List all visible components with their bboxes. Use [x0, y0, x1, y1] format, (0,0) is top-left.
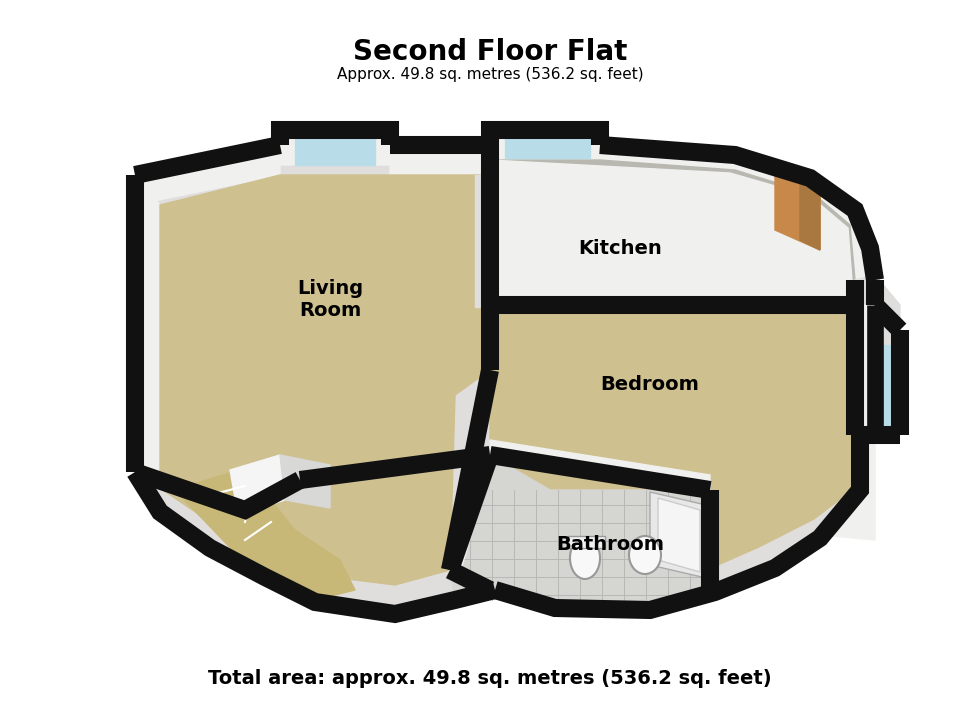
Polygon shape — [800, 178, 820, 250]
Polygon shape — [820, 305, 875, 540]
Polygon shape — [855, 275, 900, 435]
Text: Kitchen: Kitchen — [578, 239, 662, 258]
Polygon shape — [710, 490, 855, 590]
Polygon shape — [490, 440, 710, 490]
Polygon shape — [295, 130, 375, 165]
Polygon shape — [650, 492, 706, 578]
Polygon shape — [175, 468, 295, 558]
Polygon shape — [450, 455, 490, 580]
Text: Bedroom: Bedroom — [601, 375, 700, 394]
Polygon shape — [855, 280, 860, 305]
Polygon shape — [475, 175, 490, 307]
Polygon shape — [280, 455, 330, 508]
Polygon shape — [490, 160, 855, 305]
Polygon shape — [450, 455, 710, 608]
Polygon shape — [160, 175, 490, 585]
Text: Bathroom: Bathroom — [556, 535, 664, 555]
Polygon shape — [135, 175, 160, 488]
Text: Second Floor Flat: Second Floor Flat — [353, 38, 627, 66]
Ellipse shape — [629, 536, 661, 574]
Ellipse shape — [570, 537, 600, 579]
Polygon shape — [230, 455, 285, 515]
Polygon shape — [240, 530, 355, 600]
Text: Total area: approx. 49.8 sq. metres (536.2 sq. feet): Total area: approx. 49.8 sq. metres (536… — [208, 669, 772, 688]
Polygon shape — [505, 130, 590, 158]
Polygon shape — [490, 160, 852, 307]
Polygon shape — [135, 130, 490, 205]
Text: Approx. 49.8 sq. metres (536.2 sq. feet): Approx. 49.8 sq. metres (536.2 sq. feet) — [337, 68, 643, 83]
Text: Living
Room: Living Room — [297, 280, 363, 320]
Polygon shape — [658, 498, 700, 572]
Polygon shape — [490, 305, 860, 585]
Polygon shape — [568, 536, 605, 548]
Polygon shape — [775, 165, 820, 250]
Polygon shape — [860, 345, 895, 430]
Polygon shape — [490, 130, 875, 280]
Polygon shape — [135, 130, 900, 612]
